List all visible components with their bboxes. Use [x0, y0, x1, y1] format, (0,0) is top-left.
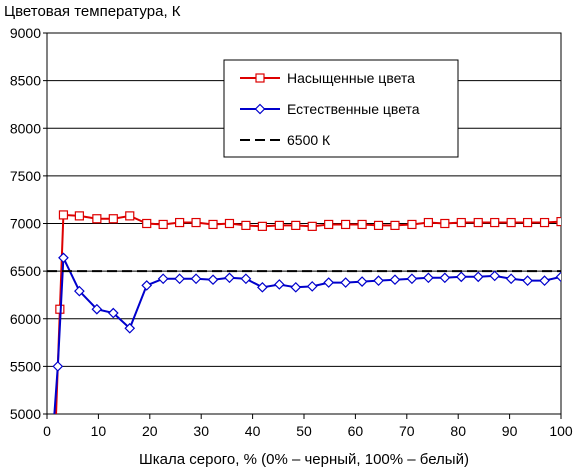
y-tick-label: 8000	[10, 120, 41, 136]
natural-series-point	[257, 281, 268, 293]
natural-series-point	[373, 275, 384, 286]
natural-series-point	[224, 272, 235, 284]
natural-series-point	[207, 274, 219, 286]
natural-series-point	[273, 279, 285, 290]
y-tick-label: 6500	[10, 263, 41, 279]
legend-label: 6500 К	[287, 132, 331, 148]
y-tick-label: 9000	[10, 25, 41, 41]
saturated-series-point	[473, 217, 483, 228]
saturated-series-point	[142, 218, 152, 229]
natural-series-point	[539, 275, 550, 286]
natural-series-point	[439, 272, 451, 284]
saturated-series-point	[58, 210, 69, 220]
saturated-series-point	[490, 217, 500, 228]
saturated-series-point	[373, 220, 384, 231]
natural-series-point	[472, 271, 484, 283]
natural-series-point	[406, 273, 418, 285]
natural-series-point	[505, 273, 517, 285]
y-tick-label: 5000	[10, 406, 41, 422]
saturated-series-point	[158, 219, 168, 230]
natural-series-point	[555, 271, 561, 283]
saturated-series-point	[341, 219, 351, 230]
saturated-series-point	[108, 214, 118, 224]
natural-series-line	[53, 257, 561, 414]
y-tick-label: 8500	[10, 73, 41, 89]
natural-series-point	[52, 361, 64, 372]
saturated-series-point	[324, 219, 334, 230]
x-tick-label: 90	[502, 423, 518, 439]
legend-point	[254, 103, 266, 115]
legend-label: Естественные цвета	[287, 101, 420, 117]
saturated-series-point	[556, 216, 561, 227]
natural-series-point	[240, 273, 252, 285]
natural-series-point	[141, 280, 153, 291]
natural-series-point	[306, 281, 318, 292]
natural-series-point	[190, 273, 202, 285]
natural-series-point	[489, 270, 501, 282]
saturated-series-point	[125, 211, 135, 221]
x-axis-title: Шкала серого, % (0% – черный, 100% – бел…	[139, 451, 469, 467]
x-tick-label: 20	[142, 423, 158, 439]
saturated-series-point	[257, 221, 267, 231]
natural-series-point	[455, 271, 467, 283]
x-tick-label: 100	[549, 423, 573, 439]
natural-series-point	[124, 322, 136, 334]
legend: Насыщенные цвета Естественные цвета 6500 К	[223, 59, 459, 158]
natural-series-point	[340, 277, 351, 288]
x-tick-label: 30	[193, 423, 209, 439]
saturated-series-point	[307, 221, 317, 231]
x-tick-label: 60	[348, 423, 364, 439]
saturated-series-point	[74, 211, 84, 221]
saturated-series-point	[357, 219, 367, 230]
x-tick-label: 10	[91, 423, 107, 439]
x-tick-label: 50	[296, 423, 312, 439]
x-tick-label: 80	[450, 423, 466, 439]
legend-label: Насыщенные цвета	[287, 70, 415, 86]
legend-point	[255, 73, 265, 83]
saturated-series-point	[423, 217, 433, 228]
natural-series-point	[356, 276, 368, 287]
y-tick-label: 5500	[10, 358, 41, 374]
saturated-series-point	[291, 220, 301, 231]
saturated-series-point	[407, 219, 417, 230]
saturated-series-point	[208, 219, 218, 230]
saturated-series-point	[175, 217, 185, 228]
y-axis-title: Цветовая температура, К	[4, 3, 181, 20]
natural-series-point	[389, 274, 401, 286]
y-tick-label: 7000	[10, 216, 41, 232]
x-tick-label: 40	[245, 423, 261, 439]
x-tick-label: 0	[43, 423, 51, 439]
saturated-series	[55, 210, 561, 414]
y-tick-label: 7500	[10, 168, 41, 184]
natural-series-point	[522, 275, 533, 286]
natural-series-point	[74, 285, 85, 297]
saturated-series-point	[241, 220, 251, 231]
saturated-series-point	[224, 218, 235, 229]
natural-series-point	[58, 252, 69, 264]
natural-series-point	[107, 307, 119, 319]
saturated-series-point	[390, 220, 400, 231]
x-tick-label: 70	[399, 423, 415, 439]
natural-series-point	[174, 273, 185, 285]
saturated-series-point	[440, 218, 450, 229]
natural-series-point	[290, 281, 302, 293]
natural-series-point	[157, 273, 169, 285]
saturated-series-point	[456, 217, 466, 228]
saturated-series-point	[522, 217, 533, 228]
natural-series	[52, 252, 561, 414]
natural-series-point	[323, 277, 335, 288]
y-tick-label: 6000	[10, 311, 41, 327]
natural-series-point	[423, 272, 434, 284]
saturated-series-point	[539, 217, 550, 228]
natural-series-point	[91, 303, 103, 315]
saturated-series-point	[191, 217, 201, 228]
saturated-series-point	[92, 214, 102, 224]
axis-ticks: 5000 5500 6000 6500 7000 7500 8000 8500 9000 0 10 2…	[10, 25, 573, 439]
saturated-series-point	[274, 220, 284, 231]
series-layer	[47, 210, 561, 414]
saturated-series-point	[506, 217, 516, 228]
